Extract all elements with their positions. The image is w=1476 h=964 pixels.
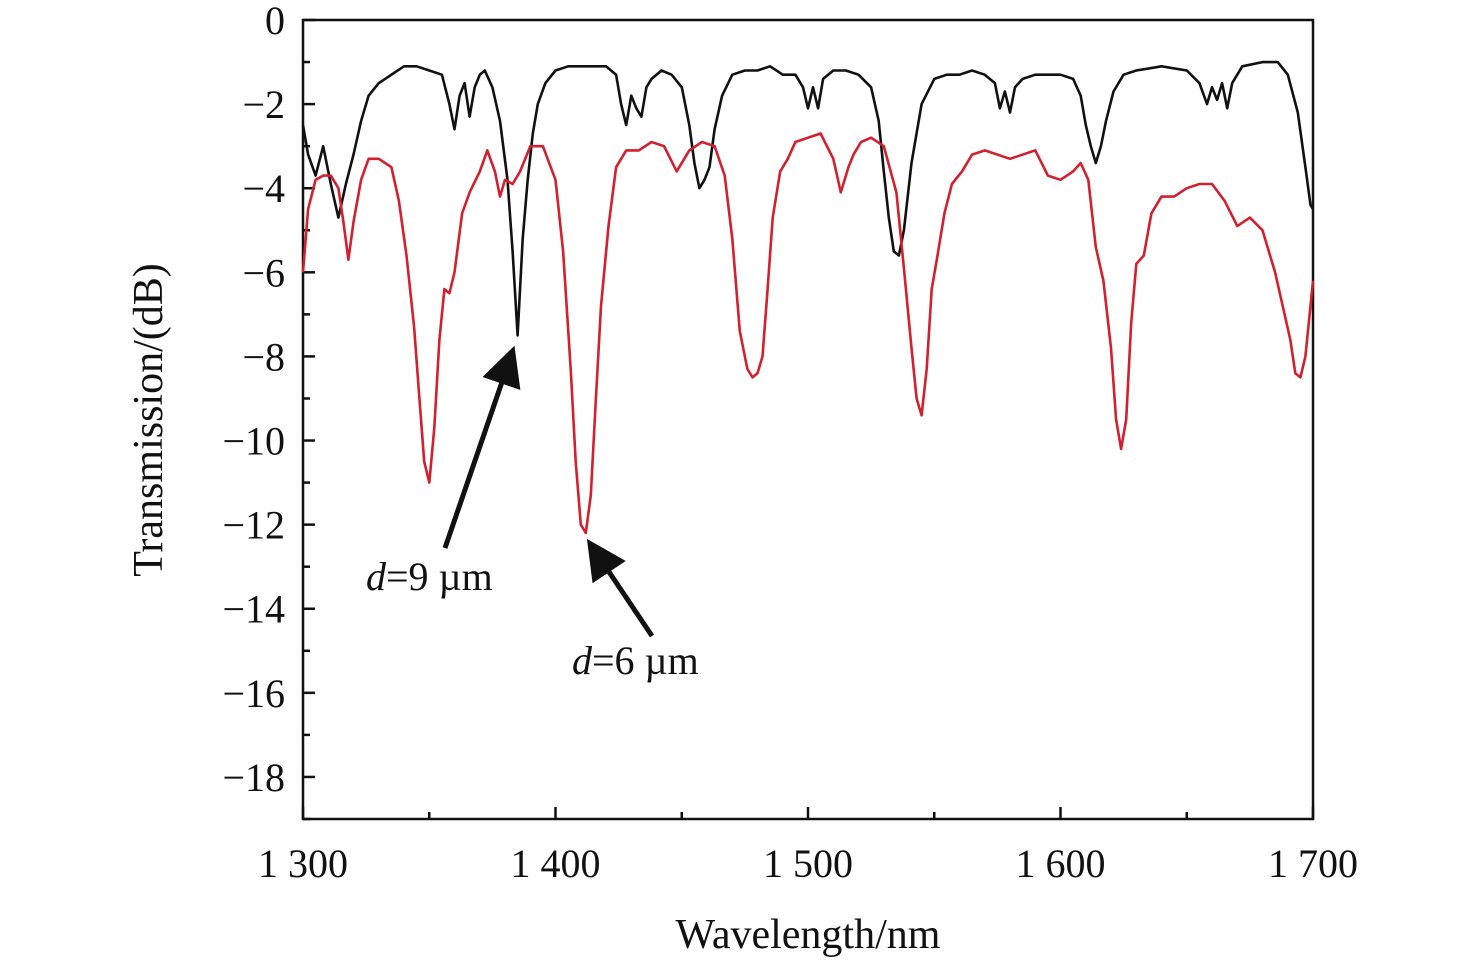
annotation-label: d=9 µm <box>366 554 493 599</box>
axis-ticks <box>301 18 1315 821</box>
annotation-layer: d=9 µm d=6 µm <box>366 345 699 683</box>
annotation-label: d=6 µm <box>572 638 699 683</box>
y-tick-label: −8 <box>242 334 285 379</box>
y-tick-label: −12 <box>222 503 285 548</box>
y-tick-label: −10 <box>222 419 285 464</box>
y-tick-label: −14 <box>222 587 285 632</box>
x-tick-label: 1 300 <box>258 841 348 886</box>
x-axis-title: Wavelength/nm <box>676 912 941 958</box>
annotation-arrow <box>586 538 655 638</box>
y-tick-label: 0 <box>265 0 285 43</box>
y-tick-label: −2 <box>242 82 285 127</box>
plot-area-frame <box>301 18 1315 821</box>
series-line-2 <box>301 132 1315 535</box>
y-tick-label: −6 <box>242 250 285 295</box>
y-tick-label: −4 <box>242 166 285 211</box>
x-tick-label: 1 700 <box>1268 841 1358 886</box>
series-line-1 <box>301 60 1315 337</box>
x-tick-label: 1 400 <box>511 841 601 886</box>
y-tick-label: −16 <box>222 671 285 716</box>
x-tick-label: 1 500 <box>763 841 853 886</box>
annotation-arrow <box>442 345 521 549</box>
y-axis-title: Transmission/(dB) <box>126 263 172 577</box>
x-tick-label: 1 600 <box>1016 841 1106 886</box>
axis-tick-labels: 0 −2 −4 −6 −8 −10 −12 −14 −16 −18 1 300 1 400 1 500 1… <box>222 0 1358 886</box>
series-layer <box>301 60 1315 535</box>
y-tick-label: −18 <box>222 755 285 800</box>
